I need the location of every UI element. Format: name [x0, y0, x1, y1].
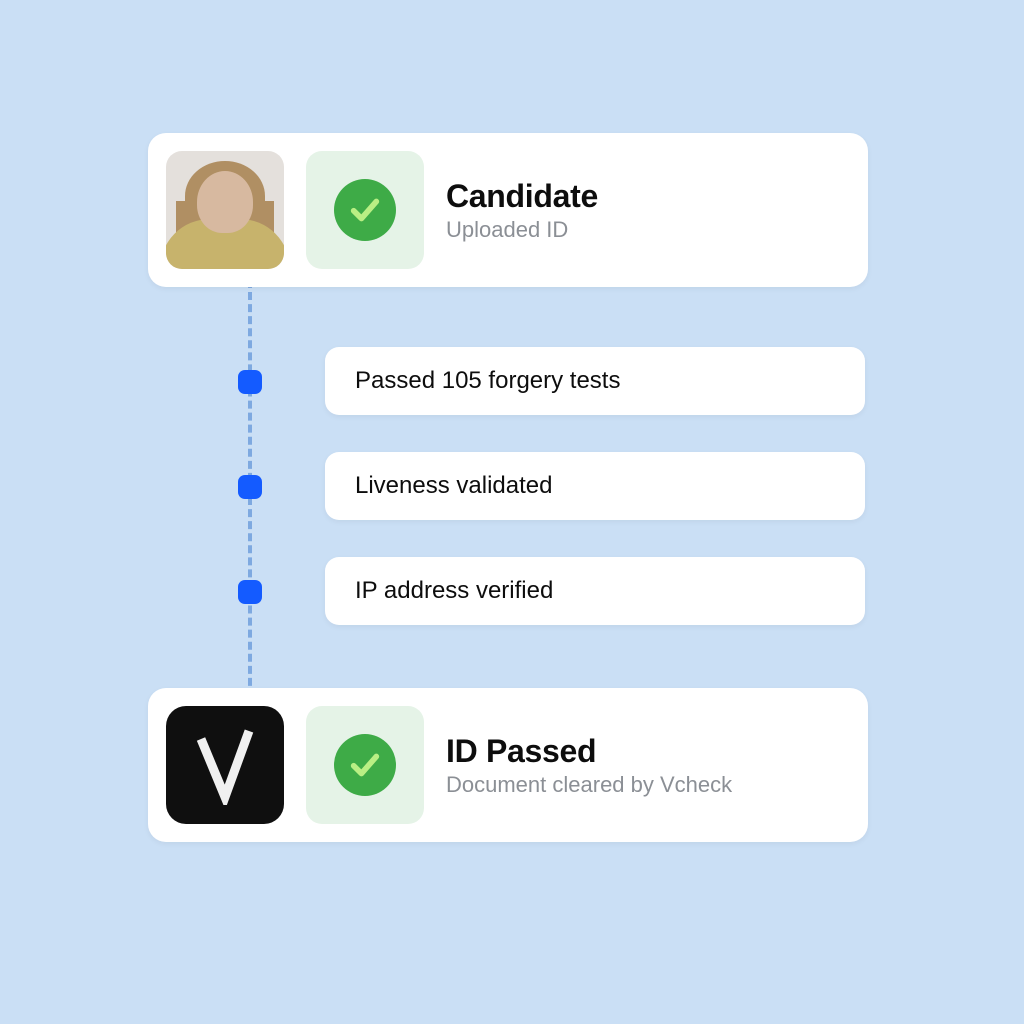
step-label: Liveness validated — [355, 472, 552, 499]
result-subtitle: Document cleared by Vcheck — [446, 772, 732, 798]
checkmark-icon — [334, 179, 396, 241]
step-item: Liveness validated — [325, 452, 865, 520]
step-label: Passed 105 forgery tests — [355, 367, 620, 394]
result-title: ID Passed — [446, 733, 732, 770]
candidate-avatar — [166, 151, 284, 269]
check-tile — [306, 151, 424, 269]
timeline-dot — [238, 580, 262, 604]
step-item: IP address verified — [325, 557, 865, 625]
step-item: Passed 105 forgery tests — [325, 347, 865, 415]
candidate-subtitle: Uploaded ID — [446, 217, 598, 243]
checkmark-icon — [334, 734, 396, 796]
vcheck-logo-icon — [166, 706, 284, 824]
step-label: IP address verified — [355, 577, 553, 604]
timeline-dot — [238, 475, 262, 499]
check-tile — [306, 706, 424, 824]
candidate-title: Candidate — [446, 178, 598, 215]
result-card: ID Passed Document cleared by Vcheck — [148, 688, 868, 842]
candidate-card: Candidate Uploaded ID — [148, 133, 868, 287]
timeline-dot — [238, 370, 262, 394]
